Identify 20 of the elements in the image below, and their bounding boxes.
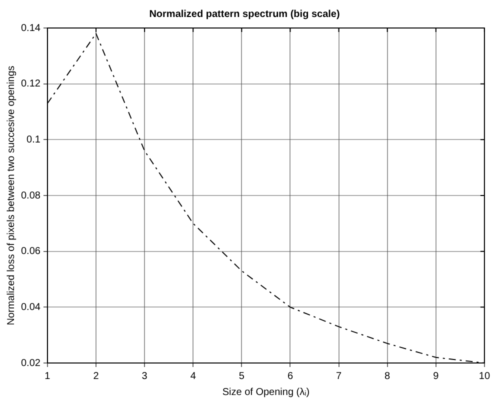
x-tick-label: 4 [190, 370, 196, 382]
y-tick-label: 0.1 [26, 134, 41, 146]
y-tick-label: 0.02 [20, 358, 41, 369]
y-tick-label: 0.04 [20, 302, 41, 313]
x-tick-label: 10 [478, 370, 490, 382]
x-tick-label: 5 [238, 370, 245, 382]
x-tick-label: 6 [287, 370, 294, 382]
x-tick-label: 1 [44, 370, 51, 382]
y-tick-label: 0.14 [20, 22, 41, 34]
x-tick-label: 8 [384, 370, 391, 382]
x-tick-label: 2 [93, 370, 100, 382]
y-tick-label: 0.06 [20, 246, 41, 258]
chart-title: Normalized pattern spectrum (big scale) [149, 8, 340, 20]
x-tick-label: 7 [336, 370, 342, 382]
x-tick-label: 3 [142, 370, 148, 382]
x-axis-title: Size of Opening (λᵢ) [222, 386, 310, 398]
x-tick-label: 9 [433, 370, 440, 382]
y-tick-label: 0.12 [20, 78, 41, 90]
y-tick-label: 0.08 [20, 190, 41, 202]
y-axis-title: Normalized loss of pixels between two succesive openings [6, 66, 17, 326]
